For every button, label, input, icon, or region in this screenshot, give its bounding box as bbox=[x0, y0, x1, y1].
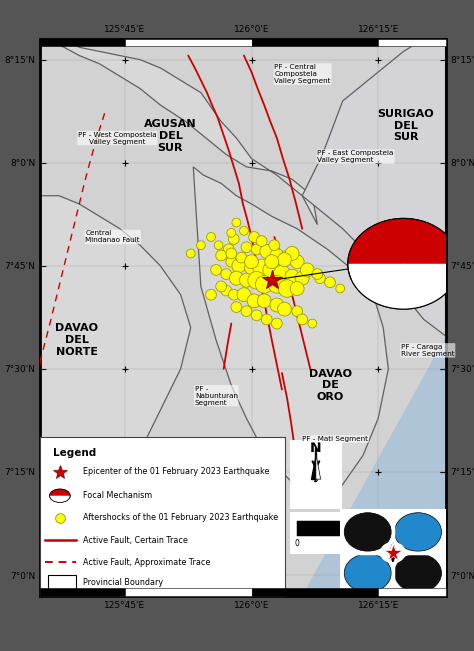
Text: AGUSAN
DEL
SUR: AGUSAN DEL SUR bbox=[144, 119, 197, 152]
Point bbox=[273, 250, 281, 260]
Point bbox=[233, 302, 240, 312]
Point bbox=[260, 296, 268, 306]
Point bbox=[235, 260, 243, 271]
Point bbox=[243, 275, 250, 286]
Point bbox=[299, 314, 306, 325]
Point bbox=[293, 306, 301, 316]
Bar bbox=[125, 39, 252, 46]
Wedge shape bbox=[351, 264, 456, 309]
Text: DAVAO
DEL
NORTE: DAVAO DEL NORTE bbox=[55, 324, 98, 357]
Point bbox=[222, 269, 230, 279]
Point bbox=[237, 253, 245, 263]
Polygon shape bbox=[302, 39, 446, 336]
Point bbox=[268, 265, 275, 275]
Point bbox=[281, 304, 288, 314]
Point bbox=[253, 244, 260, 255]
Point bbox=[215, 240, 222, 251]
Point bbox=[271, 240, 278, 251]
Point bbox=[273, 318, 281, 329]
Point bbox=[250, 296, 258, 306]
Point bbox=[230, 234, 237, 244]
Point bbox=[316, 273, 324, 283]
Point bbox=[243, 306, 250, 316]
Text: PF - Mati Segment: PF - Mati Segment bbox=[302, 436, 368, 442]
Bar bbox=[125, 589, 252, 596]
Point bbox=[278, 269, 286, 279]
Point bbox=[281, 255, 288, 265]
Point bbox=[212, 265, 220, 275]
Point bbox=[283, 253, 291, 263]
Point bbox=[240, 226, 248, 236]
Bar bbox=[252, 39, 378, 46]
Point bbox=[273, 299, 281, 311]
Point bbox=[248, 263, 255, 273]
Point bbox=[263, 314, 271, 325]
Point bbox=[250, 232, 258, 242]
Point bbox=[253, 310, 260, 320]
Point bbox=[197, 240, 205, 251]
Point bbox=[228, 228, 235, 238]
Text: PF - East Compostela
Valley Segment: PF - East Compostela Valley Segment bbox=[318, 150, 394, 163]
Polygon shape bbox=[40, 39, 318, 225]
Point bbox=[258, 236, 265, 246]
Text: PF -
Nabunturan
Segment: PF - Nabunturan Segment bbox=[195, 385, 238, 406]
Point bbox=[228, 248, 235, 258]
Point bbox=[207, 232, 215, 242]
Point bbox=[293, 256, 301, 267]
Bar bbox=[378, 589, 446, 596]
Point bbox=[273, 279, 281, 290]
Bar bbox=[252, 589, 378, 596]
Point bbox=[260, 279, 268, 290]
Point bbox=[253, 275, 260, 286]
Point bbox=[309, 318, 316, 329]
Polygon shape bbox=[40, 39, 446, 596]
Point bbox=[233, 273, 240, 283]
Point bbox=[293, 283, 301, 294]
Text: PF - Central
Compostela
Valley Segment: PF - Central Compostela Valley Segment bbox=[274, 64, 331, 84]
Point bbox=[283, 283, 291, 294]
Text: SURIGAO
DEL
SUR: SURIGAO DEL SUR bbox=[378, 109, 434, 142]
Point bbox=[218, 281, 225, 292]
Point bbox=[288, 248, 296, 258]
Point bbox=[228, 256, 235, 267]
Point bbox=[243, 242, 250, 253]
Circle shape bbox=[348, 219, 459, 309]
Wedge shape bbox=[348, 218, 459, 264]
Text: Central
Mindanao Fault: Central Mindanao Fault bbox=[85, 230, 140, 243]
Bar bbox=[40, 589, 125, 596]
Point bbox=[258, 263, 265, 273]
Point bbox=[187, 248, 194, 258]
Text: PF - Caraga
River Segment: PF - Caraga River Segment bbox=[401, 344, 455, 357]
Point bbox=[268, 256, 275, 267]
Polygon shape bbox=[302, 336, 446, 596]
Point bbox=[303, 265, 311, 275]
Point bbox=[288, 271, 296, 281]
Point bbox=[248, 256, 255, 267]
Point bbox=[299, 273, 306, 283]
Point bbox=[263, 246, 271, 256]
Point bbox=[314, 269, 321, 279]
Bar bbox=[378, 39, 446, 46]
Point bbox=[222, 285, 230, 296]
Point bbox=[233, 217, 240, 228]
Point bbox=[225, 244, 233, 255]
Point bbox=[207, 290, 215, 300]
Point bbox=[230, 290, 237, 300]
Point bbox=[326, 277, 334, 288]
Polygon shape bbox=[193, 167, 388, 501]
Point bbox=[218, 250, 225, 260]
Point bbox=[337, 283, 344, 294]
Text: PF - West Compostela
Valley Segment: PF - West Compostela Valley Segment bbox=[78, 132, 156, 145]
Point bbox=[240, 290, 248, 300]
Bar bbox=[40, 39, 125, 46]
Text: DAVAO
DE
ORO: DAVAO DE ORO bbox=[309, 369, 352, 402]
Polygon shape bbox=[40, 196, 191, 587]
